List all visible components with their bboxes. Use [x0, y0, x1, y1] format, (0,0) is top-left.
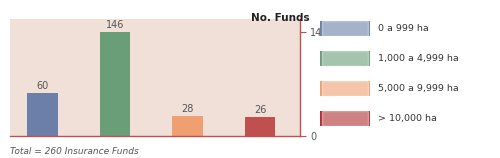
Bar: [114, 32, 130, 136]
Text: 1,000 a 4,999 ha: 1,000 a 4,999 ha: [378, 54, 458, 63]
Text: 28: 28: [182, 104, 194, 114]
Bar: [245, 117, 276, 136]
Text: 26: 26: [254, 105, 266, 115]
Text: 60: 60: [36, 81, 49, 91]
Bar: [28, 93, 58, 136]
Text: > 10,000 ha: > 10,000 ha: [378, 114, 436, 123]
Text: 5,000 a 9,999 ha: 5,000 a 9,999 ha: [378, 84, 458, 93]
Text: 146: 146: [106, 20, 124, 30]
Text: No. Funds: No. Funds: [250, 13, 310, 23]
Bar: [42, 93, 58, 136]
Bar: [187, 116, 203, 136]
Bar: [100, 32, 130, 136]
Text: Total = 260 Insurance Funds: Total = 260 Insurance Funds: [10, 147, 139, 156]
Bar: [172, 116, 203, 136]
Bar: [260, 117, 276, 136]
Text: 0 a 999 ha: 0 a 999 ha: [378, 24, 428, 33]
